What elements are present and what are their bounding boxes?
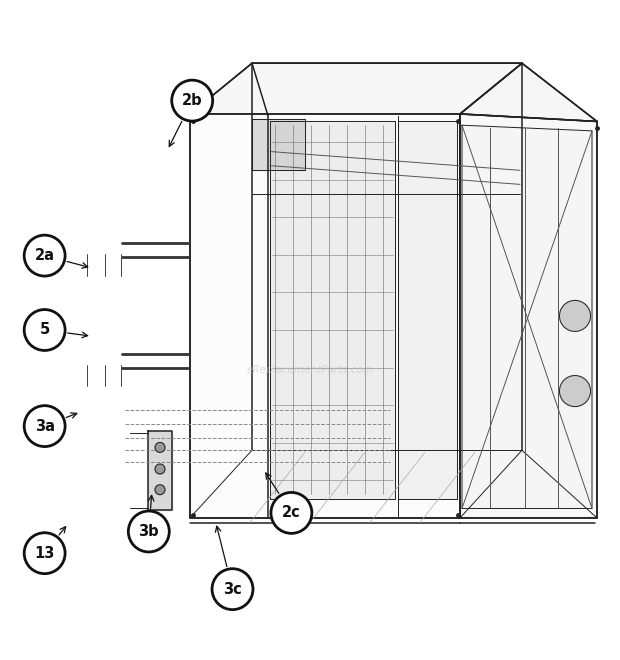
Text: 5: 5 <box>40 323 50 337</box>
Circle shape <box>559 376 590 407</box>
Text: 3a: 3a <box>35 418 55 434</box>
Circle shape <box>271 492 312 533</box>
Circle shape <box>24 310 65 350</box>
Text: 2b: 2b <box>182 93 203 108</box>
Text: 2a: 2a <box>35 248 55 263</box>
Polygon shape <box>190 114 460 518</box>
Circle shape <box>24 406 65 447</box>
Circle shape <box>128 511 169 552</box>
Polygon shape <box>270 121 395 499</box>
Circle shape <box>155 484 165 494</box>
Text: 2c: 2c <box>282 506 301 520</box>
Circle shape <box>212 569 253 610</box>
Circle shape <box>155 464 165 474</box>
Text: eReplacementParts.com: eReplacementParts.com <box>246 365 374 376</box>
Text: 13: 13 <box>35 546 55 561</box>
Polygon shape <box>148 432 172 510</box>
Circle shape <box>172 80 213 121</box>
Circle shape <box>155 442 165 452</box>
Text: 3c: 3c <box>223 581 242 597</box>
Polygon shape <box>460 114 597 518</box>
Polygon shape <box>252 119 305 170</box>
Circle shape <box>559 300 590 331</box>
Polygon shape <box>398 121 457 499</box>
Text: 3b: 3b <box>138 524 159 539</box>
Circle shape <box>24 533 65 574</box>
Circle shape <box>24 235 65 276</box>
Polygon shape <box>462 125 592 508</box>
Polygon shape <box>190 63 522 114</box>
Polygon shape <box>460 63 597 121</box>
